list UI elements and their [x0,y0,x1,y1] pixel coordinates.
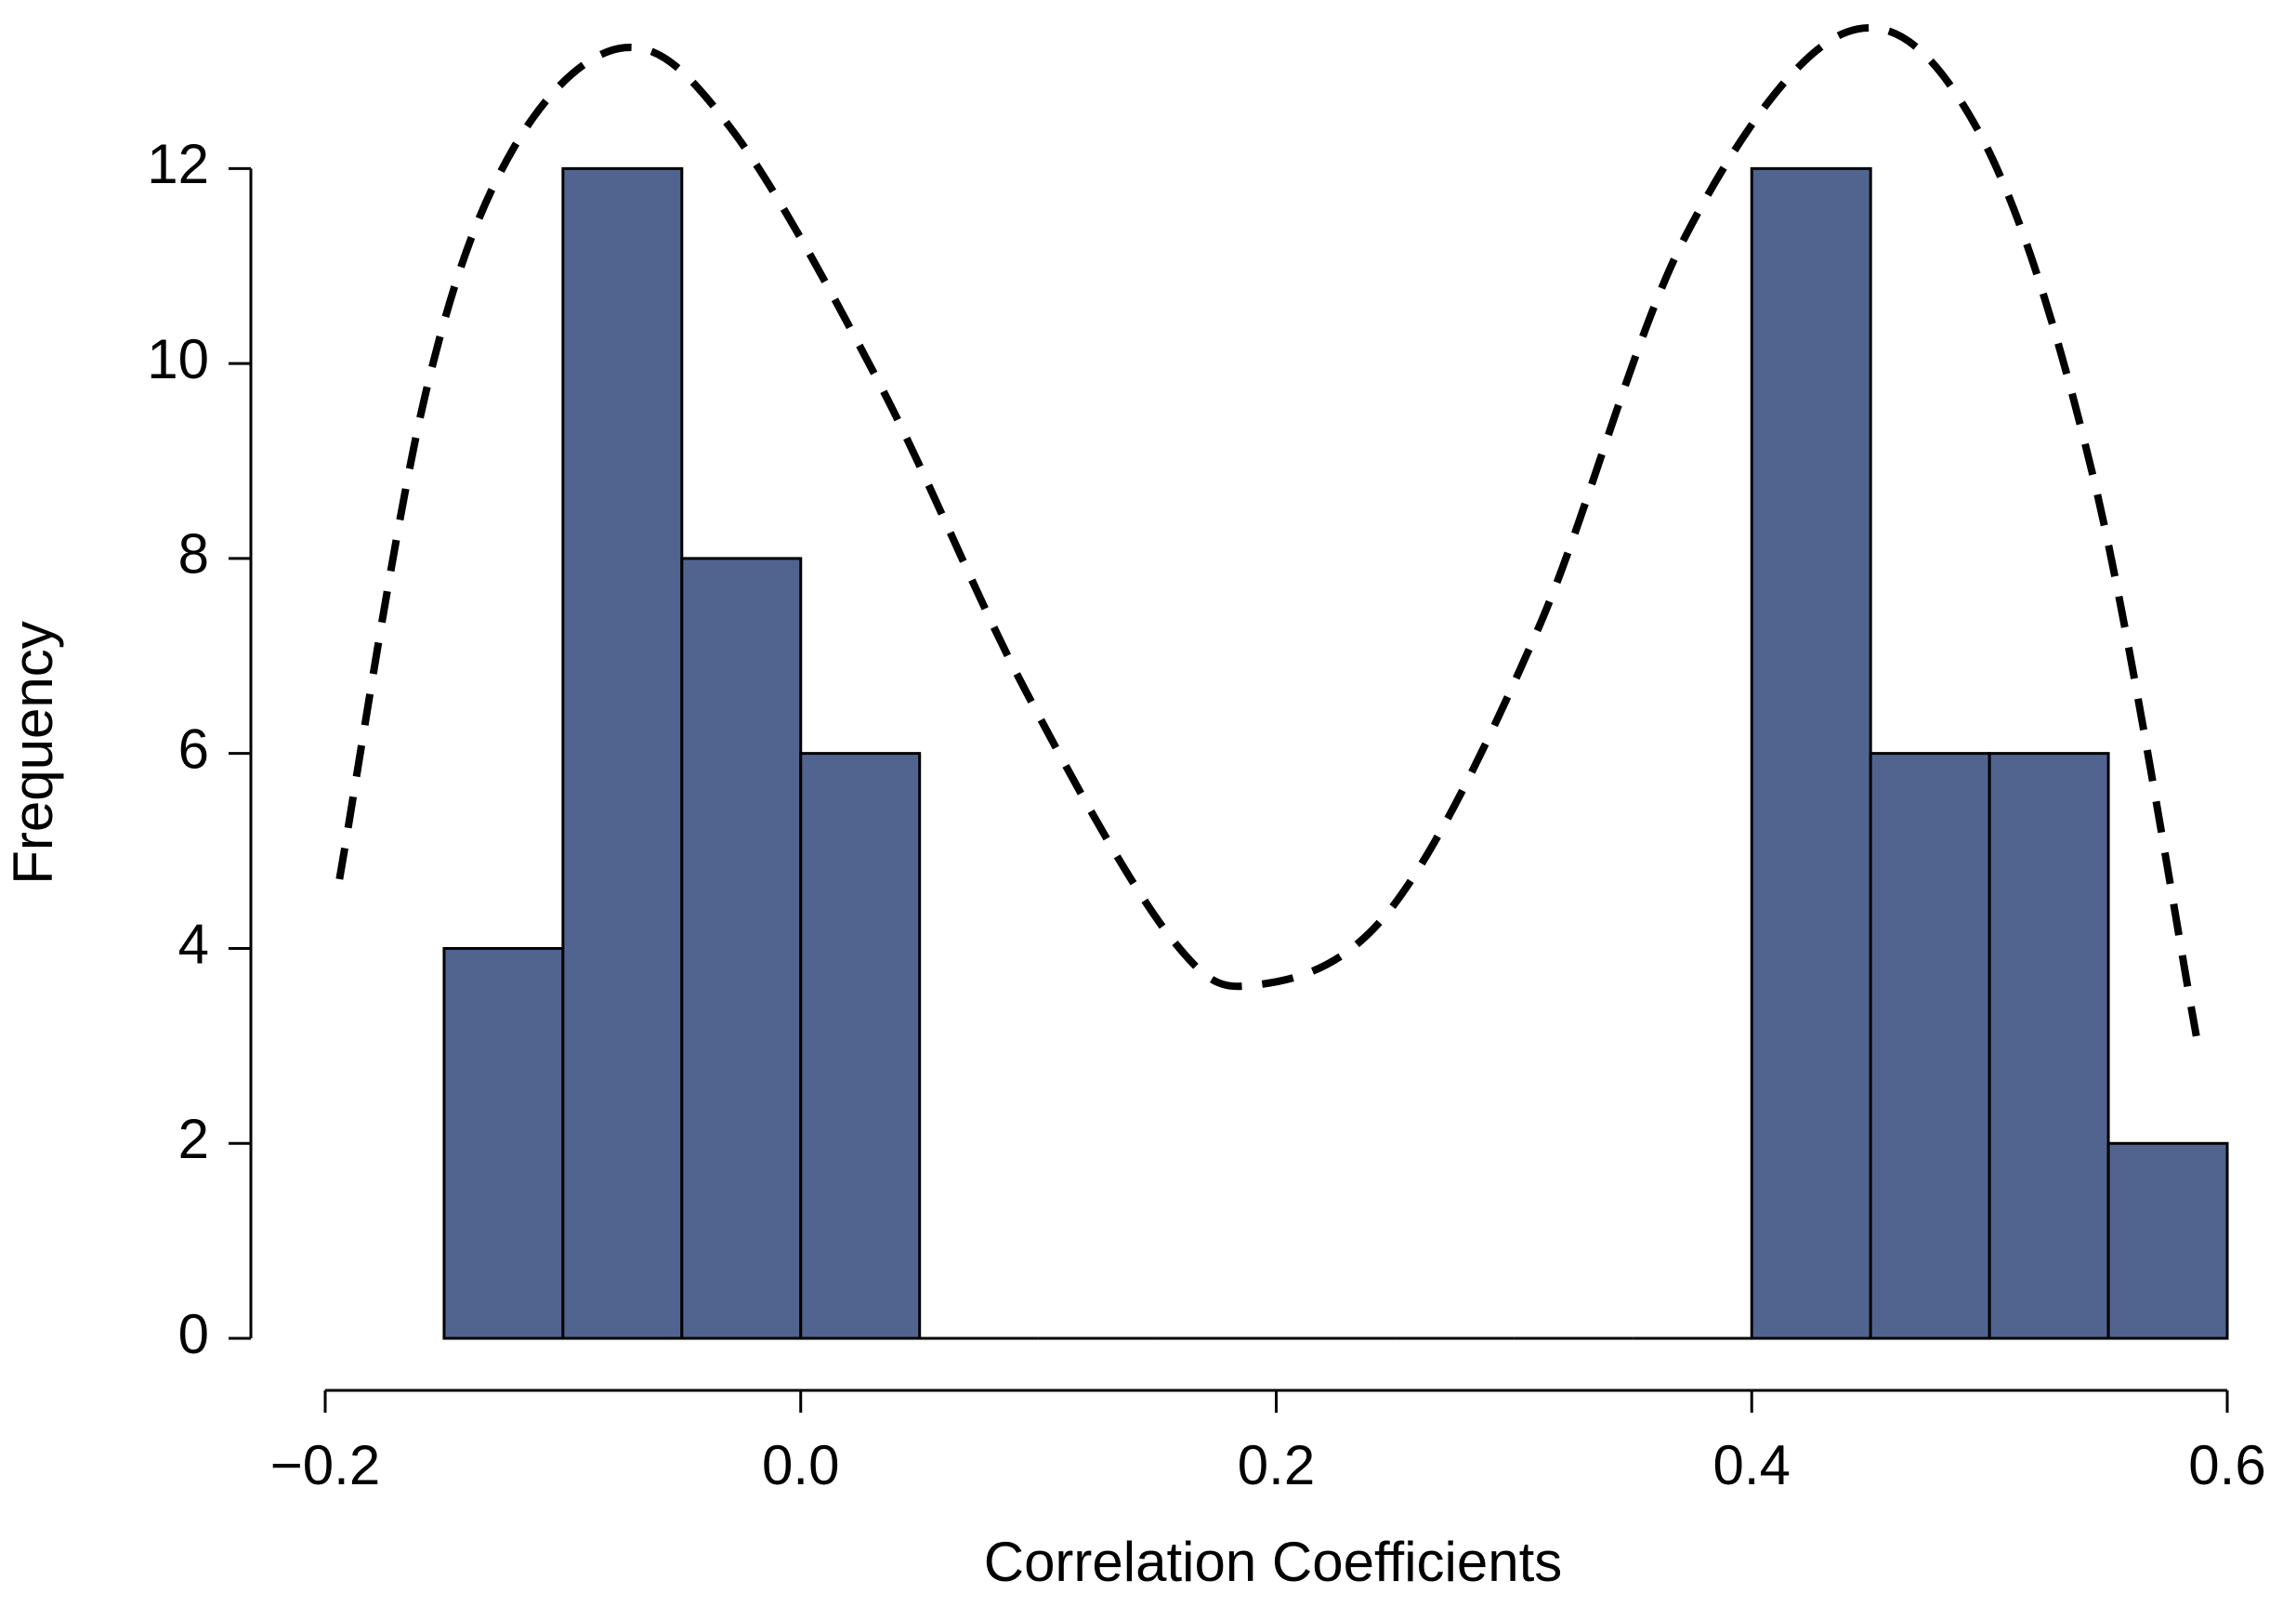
density-curve [335,24,2200,1037]
bar [680,557,803,1340]
bar [2106,1141,2229,1340]
y-tick-label: 6 [178,718,209,781]
y-tick-label: 2 [178,1108,209,1170]
x-axis-label: Correlation Coefficients [984,1531,1563,1593]
x-tick-label: 0.6 [2188,1434,2265,1496]
x-tick-label: 0.4 [1713,1434,1791,1496]
x-tick-label: −0.2 [270,1434,380,1496]
x-tick-label: 0.2 [1238,1434,1315,1496]
bar [1750,166,1872,1340]
y-axis-label: Frequency [2,621,64,884]
bar [561,166,684,1340]
y-tick-label: 10 [147,328,209,390]
bar [1869,752,1991,1340]
y-tick-label: 4 [178,913,209,975]
bar [1988,752,2110,1340]
y-tick-label: 8 [178,523,209,586]
y-tick-label: 0 [178,1303,209,1365]
bar [799,752,922,1340]
x-tick-label: 0.0 [762,1434,839,1496]
bar [442,946,565,1340]
y-tick-label: 12 [147,133,209,195]
